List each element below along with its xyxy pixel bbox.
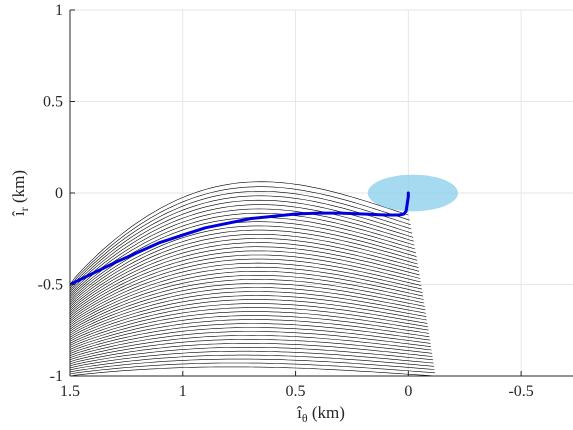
trajectory-line xyxy=(70,335,432,360)
trajectory-line xyxy=(70,287,426,336)
trajectory-line xyxy=(70,342,433,365)
trajectory-line xyxy=(70,221,416,304)
y-tick-label: 0.5 xyxy=(43,94,63,111)
trajectory-line xyxy=(70,258,422,322)
trajectory-line xyxy=(70,275,424,330)
y-tick-label: -1 xyxy=(50,368,63,385)
trajectory-line xyxy=(70,199,413,293)
trajectory-line xyxy=(70,181,409,285)
x-axis-ticks: 1.5 1 0.5 0 -0.5 xyxy=(60,371,534,400)
y-axis-label-unit: (km) xyxy=(9,170,28,203)
target-region xyxy=(367,174,458,212)
trajectory-line xyxy=(70,208,414,297)
trajectory-line xyxy=(70,212,415,299)
trajectory-line xyxy=(70,246,420,316)
trajectory-line xyxy=(70,191,411,289)
y-tick-label: 0 xyxy=(55,185,63,202)
trajectory-line xyxy=(70,204,414,295)
trajectory-line xyxy=(70,323,431,354)
trajectory-line xyxy=(70,283,425,334)
trajectory-line xyxy=(70,339,433,363)
x-axis-label-unit: (km) xyxy=(312,403,345,422)
y-tick-label: -0.5 xyxy=(38,277,63,294)
trajectory-line xyxy=(70,270,424,328)
x-tick-label: 1 xyxy=(179,383,187,400)
trajectory-line xyxy=(70,225,417,306)
trajectory-line xyxy=(70,331,432,358)
trajectory-line xyxy=(70,266,423,326)
y-axis-label-subscript: r xyxy=(17,207,31,211)
x-tick-label: 1.5 xyxy=(60,383,80,400)
trajectory-line xyxy=(70,262,422,324)
trajectory-line xyxy=(70,186,410,287)
highlight-trajectory-line xyxy=(70,191,410,286)
x-axis-label: îθ (km) xyxy=(296,403,345,425)
trajectory-line xyxy=(70,358,435,373)
x-tick-label: -0.5 xyxy=(508,383,533,400)
y-axis-label-symbol: î xyxy=(9,210,28,217)
x-tick-label: 0.5 xyxy=(286,383,306,400)
y-tick-label: 1 xyxy=(55,2,63,19)
trajectory-line xyxy=(70,307,428,346)
trajectory-line xyxy=(70,279,425,332)
highlight-trajectory xyxy=(70,191,410,286)
x-axis-label-symbol: î xyxy=(296,403,303,422)
x-tick-label: 0 xyxy=(404,383,412,400)
y-axis-ticks: -1 -0.5 0 0.5 1 xyxy=(38,2,75,385)
trajectory-line xyxy=(70,346,434,367)
trajectory-line xyxy=(70,366,436,376)
trajectory-line xyxy=(70,311,429,348)
trajectory-line xyxy=(70,319,430,352)
trajectory-line xyxy=(70,291,426,338)
trajectory-line xyxy=(70,229,418,308)
trajectory-line xyxy=(70,303,428,344)
trajectory-family xyxy=(70,181,436,376)
trajectory-line xyxy=(70,238,419,312)
target-region-ellipse xyxy=(367,174,458,212)
trajectory-line xyxy=(70,354,435,371)
y-axis-label: îr (km) xyxy=(9,170,31,217)
trajectory-line xyxy=(70,327,431,356)
trajectory-line xyxy=(70,254,421,320)
trajectory-line xyxy=(70,350,434,369)
trajectory-line xyxy=(70,195,412,291)
x-axis-label-subscript: θ xyxy=(302,411,308,425)
trajectory-line xyxy=(70,234,418,310)
trajectory-line xyxy=(70,242,420,314)
trajectory-line xyxy=(70,250,421,318)
trajectory-line xyxy=(70,295,427,340)
trajectory-line xyxy=(70,362,435,375)
trajectory-line xyxy=(70,315,429,350)
trajectory-line xyxy=(70,299,427,342)
